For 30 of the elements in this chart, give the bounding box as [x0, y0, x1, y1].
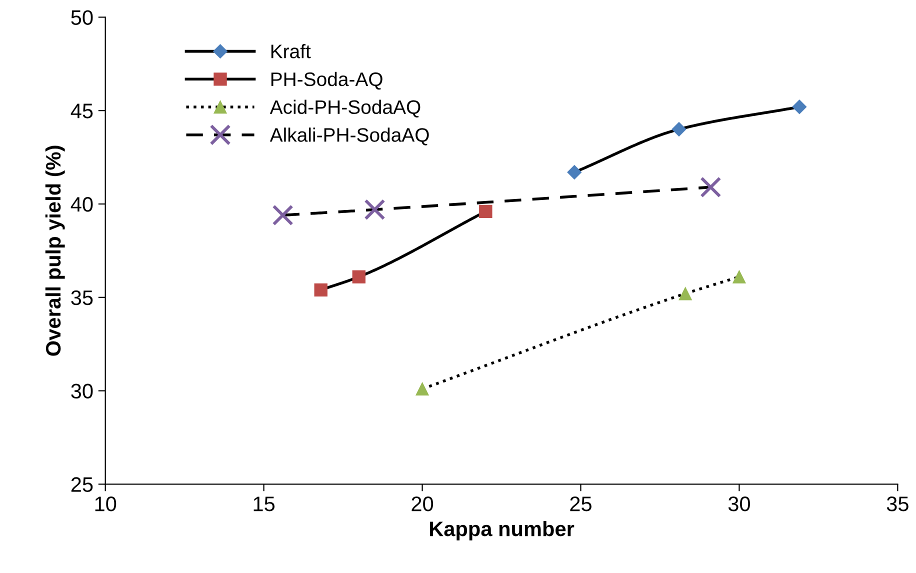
y-tick-label: 45	[70, 104, 93, 118]
point	[364, 199, 386, 220]
point	[792, 100, 807, 114]
legend-label: Kraft	[271, 44, 311, 58]
x-axis-title: Kappa number	[430, 520, 574, 540]
point	[479, 204, 492, 218]
x-tick-label: 30	[728, 496, 750, 512]
legend-label: Alkali-PH-SodaAQ	[270, 128, 429, 146]
y-tick-label: 40	[70, 196, 93, 212]
point	[272, 204, 294, 226]
point	[732, 270, 746, 284]
y-tick-label: 30	[71, 384, 93, 399]
x-tick-label: 25	[570, 496, 592, 512]
y-tick-label: 35	[71, 290, 93, 306]
point	[567, 165, 582, 180]
legend-label: Acid-PH-SodaAQ	[270, 100, 420, 118]
legend-label: PH-Soda-AQ	[271, 72, 382, 90]
y-axis-title: Overall pulp yield (%)	[45, 146, 65, 356]
point	[678, 287, 692, 300]
x-tick-label: 35	[886, 496, 908, 512]
y-tick-label: 50	[71, 10, 93, 25]
y-tick-label: 25	[71, 477, 93, 492]
x-tick-label: 20	[412, 496, 434, 512]
point	[672, 122, 686, 136]
x-tick-label: 15	[254, 496, 275, 512]
x-tick-label: 10	[95, 496, 116, 512]
point	[416, 382, 429, 396]
point	[352, 270, 366, 284]
point	[314, 283, 328, 297]
point	[700, 176, 722, 198]
